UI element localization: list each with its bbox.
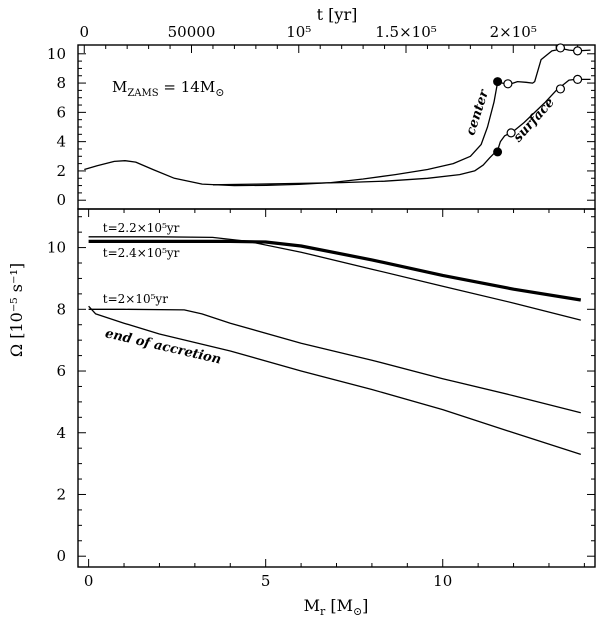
bottom-y-tick-label: 10 bbox=[47, 239, 66, 257]
bottom-annotation: end of accretion bbox=[104, 326, 223, 367]
bottom-annotation: t=2.4×10⁵yr bbox=[103, 246, 180, 260]
x-axis-title: Mr [M⊙] bbox=[304, 596, 369, 618]
bottom-y-tick-label: 2 bbox=[56, 485, 66, 503]
open-marker bbox=[573, 46, 583, 56]
top-y-tick-label: 4 bbox=[56, 133, 66, 151]
annotation-center: center bbox=[463, 87, 492, 137]
open-marker bbox=[555, 84, 566, 94]
bottom-annotations: t=2.2×10⁵yr t=2.4×10⁵yr t=2×10⁵yr end of ac… bbox=[103, 221, 223, 368]
top-series-surface bbox=[212, 78, 591, 186]
top-axis-ticks bbox=[78, 45, 595, 201]
bottom-y-tick-label: 4 bbox=[56, 424, 66, 442]
open-marker bbox=[503, 79, 513, 89]
top-y-tick-label: 6 bbox=[56, 103, 66, 121]
bottom-x-tick-label: 0 bbox=[84, 572, 94, 590]
top-time-tick-label: 10⁵ bbox=[286, 23, 311, 41]
top-series-center bbox=[84, 48, 591, 187]
top-axis-labels: 0 50000 10⁵ 1.5×10⁵ 2×10⁵ 0 2 4 6 8 10 bbox=[47, 23, 537, 209]
top-time-tick-label: 50000 bbox=[168, 23, 216, 41]
top-y-tick-label: 10 bbox=[47, 45, 66, 63]
bottom-series bbox=[88, 236, 582, 456]
open-marker bbox=[555, 43, 566, 53]
top-y-tick-label: 0 bbox=[56, 191, 66, 209]
bottom-axis-labels: 0 5 10 0 2 4 6 8 10 bbox=[47, 239, 452, 590]
bottom-annotation: t=2.2×10⁵yr bbox=[103, 221, 180, 235]
top-y-tick-label: 8 bbox=[56, 74, 66, 92]
bottom-series-line bbox=[88, 236, 581, 321]
y-axis-title: Ω [10⁻⁵ s⁻¹] bbox=[7, 263, 26, 357]
bottom-series-line bbox=[88, 305, 581, 456]
annotation-surface: surface bbox=[511, 95, 558, 145]
bottom-series-line bbox=[88, 308, 581, 414]
bottom-y-tick-label: 8 bbox=[56, 300, 66, 318]
top-series bbox=[84, 48, 591, 187]
top-markers bbox=[493, 43, 583, 157]
open-marker bbox=[506, 128, 516, 138]
bottom-x-tick-label: 10 bbox=[433, 572, 452, 590]
open-marker bbox=[573, 74, 583, 85]
bottom-y-tick-label: 6 bbox=[56, 362, 66, 380]
bottom-y-tick-label: 0 bbox=[56, 547, 66, 565]
filled-marker bbox=[493, 147, 503, 157]
mass-label: MZAMS = 14M⊙ bbox=[112, 78, 224, 99]
bottom-series-line bbox=[88, 239, 582, 302]
top-y-tick-label: 2 bbox=[56, 162, 66, 180]
top-axis-title: t [yr] bbox=[317, 5, 358, 24]
bottom-annotation: t=2×10⁵yr bbox=[103, 292, 168, 306]
bottom-x-tick-label: 5 bbox=[261, 572, 271, 590]
bottom-panel-frame bbox=[77, 208, 596, 568]
top-time-tick-label: 0 bbox=[79, 23, 89, 41]
top-time-tick-label: 1.5×10⁵ bbox=[375, 23, 437, 41]
top-time-tick-label: 2×10⁵ bbox=[490, 23, 537, 41]
filled-marker bbox=[493, 77, 503, 87]
bottom-axis-ticks bbox=[78, 209, 595, 567]
